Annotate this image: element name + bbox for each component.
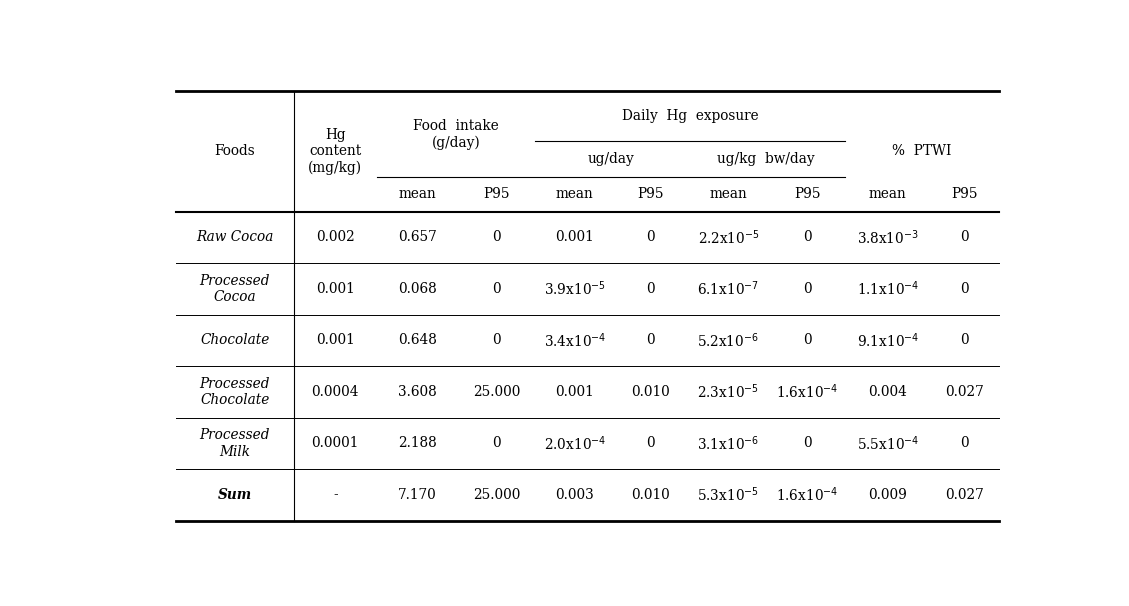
Text: Foods: Foods (215, 144, 255, 159)
Text: Daily  Hg  exposure: Daily Hg exposure (622, 109, 759, 123)
Text: 5.3x10$^{-5}$: 5.3x10$^{-5}$ (698, 485, 760, 504)
Text: -: - (333, 488, 338, 502)
Text: 0: 0 (492, 282, 501, 296)
Text: 2.0x10$^{-4}$: 2.0x10$^{-4}$ (543, 434, 606, 453)
Text: 0.001: 0.001 (316, 333, 355, 347)
Text: Processed
Cocoa: Processed Cocoa (200, 274, 270, 304)
Text: 0.0004: 0.0004 (312, 385, 359, 399)
Text: P95: P95 (794, 187, 821, 201)
Text: 0.001: 0.001 (316, 282, 355, 296)
Text: ug/day: ug/day (587, 152, 634, 166)
Text: 0.001: 0.001 (555, 385, 594, 399)
Text: P95: P95 (638, 187, 664, 201)
Text: 0: 0 (492, 436, 501, 450)
Text: 0: 0 (646, 282, 655, 296)
Text: 3.8x10$^{-3}$: 3.8x10$^{-3}$ (857, 228, 919, 247)
Text: 0: 0 (492, 230, 501, 244)
Text: 25.000: 25.000 (473, 385, 520, 399)
Text: 0: 0 (961, 436, 969, 450)
Text: 9.1x10$^{-4}$: 9.1x10$^{-4}$ (857, 331, 919, 350)
Text: P95: P95 (483, 187, 510, 201)
Text: 0: 0 (961, 230, 969, 244)
Text: 0: 0 (646, 333, 655, 347)
Text: Chocolate: Chocolate (200, 333, 270, 347)
Text: 25.000: 25.000 (473, 488, 520, 502)
Text: 0: 0 (803, 230, 812, 244)
Text: %  PTWI: % PTWI (892, 144, 952, 159)
Text: 1.6x10$^{-4}$: 1.6x10$^{-4}$ (777, 485, 839, 504)
Text: 0: 0 (646, 436, 655, 450)
Text: 0.027: 0.027 (945, 385, 984, 399)
Text: Sum: Sum (218, 488, 252, 502)
Text: 0.003: 0.003 (555, 488, 594, 502)
Text: Processed
Milk: Processed Milk (200, 428, 270, 459)
Text: 2.3x10$^{-5}$: 2.3x10$^{-5}$ (698, 382, 760, 401)
Text: Raw Cocoa: Raw Cocoa (196, 230, 273, 244)
Text: Food  intake
(g/day): Food intake (g/day) (413, 119, 499, 150)
Text: 0.648: 0.648 (399, 333, 437, 347)
Text: 5.5x10$^{-4}$: 5.5x10$^{-4}$ (857, 434, 919, 453)
Text: 0.0001: 0.0001 (312, 436, 359, 450)
Text: 1.1x10$^{-4}$: 1.1x10$^{-4}$ (857, 279, 919, 298)
Text: 0.068: 0.068 (399, 282, 437, 296)
Text: mean: mean (869, 187, 907, 201)
Text: 0: 0 (646, 230, 655, 244)
Text: Processed
Chocolate: Processed Chocolate (200, 377, 270, 407)
Text: 0.002: 0.002 (316, 230, 355, 244)
Text: 3.9x10$^{-5}$: 3.9x10$^{-5}$ (544, 279, 605, 298)
Text: 3.1x10$^{-6}$: 3.1x10$^{-6}$ (698, 434, 760, 453)
Text: 2.188: 2.188 (399, 436, 437, 450)
Text: 1.6x10$^{-4}$: 1.6x10$^{-4}$ (777, 382, 839, 401)
Text: 5.2x10$^{-6}$: 5.2x10$^{-6}$ (698, 331, 760, 350)
Text: 0: 0 (492, 333, 501, 347)
Text: 2.2x10$^{-5}$: 2.2x10$^{-5}$ (698, 228, 759, 247)
Text: 0.010: 0.010 (631, 385, 669, 399)
Text: 0.004: 0.004 (868, 385, 908, 399)
Text: 7.170: 7.170 (399, 488, 437, 502)
Text: 3.608: 3.608 (399, 385, 437, 399)
Text: 0: 0 (961, 333, 969, 347)
Text: 0.009: 0.009 (868, 488, 908, 502)
Text: 0: 0 (961, 282, 969, 296)
Text: 3.4x10$^{-4}$: 3.4x10$^{-4}$ (543, 331, 606, 350)
Text: mean: mean (399, 187, 436, 201)
Text: ug/kg  bw/day: ug/kg bw/day (717, 152, 815, 166)
Text: mean: mean (709, 187, 747, 201)
Text: 0: 0 (803, 333, 812, 347)
Text: 6.1x10$^{-7}$: 6.1x10$^{-7}$ (698, 279, 760, 298)
Text: 0.001: 0.001 (555, 230, 594, 244)
Text: P95: P95 (952, 187, 978, 201)
Text: 0: 0 (803, 436, 812, 450)
Text: 0.657: 0.657 (399, 230, 437, 244)
Text: mean: mean (555, 187, 594, 201)
Text: 0.027: 0.027 (945, 488, 984, 502)
Text: 0: 0 (803, 282, 812, 296)
Text: Hg
content
(mg/kg): Hg content (mg/kg) (308, 128, 362, 175)
Text: 0.010: 0.010 (631, 488, 669, 502)
